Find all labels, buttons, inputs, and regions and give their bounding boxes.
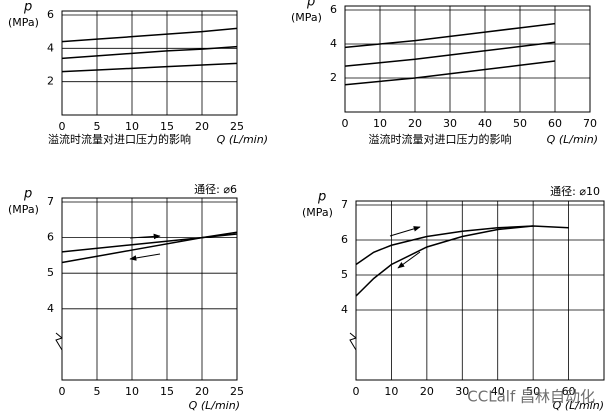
y-tick-label: 7 [341,198,348,211]
y-tick-label: 5 [341,268,348,281]
y-axis-unit: (MPa) [302,206,333,219]
series-line [61,233,238,253]
x-axis-label: Q (L/min) [547,133,598,146]
y-tick-label: 6 [47,231,54,244]
x-tick-label: 20 [420,385,434,398]
series-line [344,22,556,49]
x-tick-label: 25 [230,120,244,133]
y-axis-unit: (MPa) [291,11,322,24]
y-tick-label: 4 [341,303,348,316]
y-tick-label: 4 [330,37,337,50]
axis-break [55,337,63,351]
y-axis-label: p [317,190,326,205]
x-tick-label: 60 [562,385,576,398]
x-tick-label: 10 [384,385,398,398]
x-tick-label: 0 [59,120,66,133]
series-line [344,41,556,67]
y-tick-label: 4 [47,41,54,54]
x-tick-label: 20 [195,385,209,398]
series-line [344,60,556,86]
annotation: 通径: ⌀6 [194,183,237,196]
axis-frame [61,10,238,116]
x-tick-label: 30 [455,385,469,398]
x-tick-label: 40 [491,385,505,398]
axis-break [349,337,357,351]
x-tick-label: 15 [160,385,174,398]
direction-arrow [389,226,421,237]
axis-frame [344,5,591,113]
x-tick-label: 30 [443,117,457,130]
y-tick-label: 6 [341,233,348,246]
series-line [61,27,238,43]
x-axis-label: Q (L/min) [553,399,604,412]
y-axis-label: p [23,187,32,202]
x-tick-label: 70 [583,117,597,130]
annotation: 通径: ⌀10 [550,185,600,198]
direction-arrow [129,233,161,240]
x-axis-label: Q (L/min) [217,133,268,146]
x-tick-label: 20 [408,117,422,130]
series-line [61,45,238,60]
y-axis-unit: (MPa) [8,16,39,29]
series-line [61,231,238,264]
x-tick-label: 60 [548,117,562,130]
y-tick-label: 5 [47,266,54,279]
x-tick-label: 0 [353,385,360,398]
x-tick-label: 10 [125,385,139,398]
y-axis-label: p [23,0,32,15]
x-tick-label: 10 [373,117,387,130]
x-tick-label: 50 [526,385,540,398]
y-tick-label: 6 [330,3,337,16]
x-tick-label: 0 [59,385,66,398]
series-line [61,62,238,73]
axis-frame [55,197,238,381]
direction-arrow [129,253,161,261]
x-tick-label: 15 [160,120,174,133]
x-tick-label: 5 [94,385,101,398]
series-line [355,225,534,297]
x-tick-label: 10 [125,120,139,133]
y-tick-label: 6 [47,8,54,21]
x-tick-label: 5 [94,120,101,133]
x-axis-label: Q (L/min) [189,399,240,412]
y-tick-label: 2 [330,71,337,84]
x-tick-label: 50 [513,117,527,130]
y-tick-label: 4 [47,302,54,315]
x-tick-label: 20 [195,120,209,133]
caption: 溢流时流量对进口压力的影响 [369,132,512,146]
y-tick-label: 7 [47,195,54,208]
caption: 溢流时流量对进口压力的影响 [48,132,191,146]
direction-arrow [397,251,421,269]
y-axis-unit: (MPa) [8,203,39,216]
x-tick-label: 40 [478,117,492,130]
x-tick-label: 0 [342,117,349,130]
y-tick-label: 2 [47,75,54,88]
x-tick-label: 25 [230,385,244,398]
y-axis-label: p [306,0,315,10]
watermark: CCLalf 昌林自动化 [467,388,595,406]
